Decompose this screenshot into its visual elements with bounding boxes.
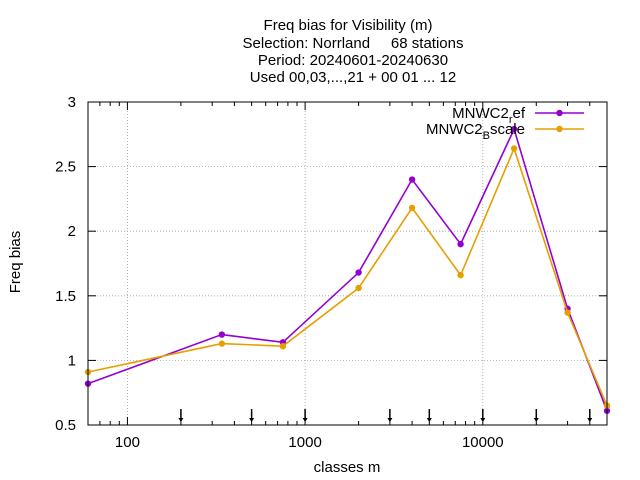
legend-label: MNWC2ref xyxy=(452,105,526,126)
series-point xyxy=(564,309,571,316)
class-marker-head xyxy=(178,418,184,422)
y-axis-label: Freq bias xyxy=(7,231,24,294)
series-point xyxy=(218,340,226,347)
x-axis-label: classes m xyxy=(314,459,381,476)
grid-lines xyxy=(88,102,607,425)
series-point xyxy=(218,331,226,338)
legend-label-main: MNWC2 xyxy=(426,121,483,138)
legend-label-subscript: B xyxy=(483,130,490,142)
class-marker-head xyxy=(249,418,255,422)
legend-marker xyxy=(556,109,563,117)
class-markers xyxy=(178,409,593,422)
y-tick-label: 3 xyxy=(68,94,76,111)
series-point xyxy=(355,284,362,292)
series-point xyxy=(408,204,416,212)
axis-ticks: 0.5 1 1.5 2 2.5 3 100 1000 10000 xyxy=(55,94,607,451)
x-tick-label: 10000 xyxy=(462,434,504,451)
legend-label-subscript: r xyxy=(509,114,513,126)
chart-title-line-2: Selection: Norrland 68 stations xyxy=(243,35,464,52)
class-marker-head xyxy=(426,418,432,422)
series-layer xyxy=(84,125,611,414)
series-point xyxy=(510,125,518,133)
legend-marker xyxy=(556,125,563,133)
x-tick-label: 1000 xyxy=(288,434,321,451)
legend-label: MNWC2Bscale xyxy=(426,121,525,142)
series-point xyxy=(355,269,362,276)
series-point xyxy=(457,271,464,279)
y-tick-label: 2.5 xyxy=(55,159,76,176)
y-tick-label: 2 xyxy=(68,223,76,240)
class-marker-head xyxy=(387,418,393,422)
chart-title-line-1: Freq bias for Visibility (m) xyxy=(264,17,433,34)
series-point xyxy=(457,240,464,248)
y-tick-label: 1 xyxy=(68,352,76,369)
series-point xyxy=(408,176,416,183)
series-line xyxy=(87,126,608,412)
legend-label-main: MNWC2 xyxy=(452,105,509,122)
series-point xyxy=(510,145,518,152)
y-tick-label: 1.5 xyxy=(55,288,76,305)
chart-title-line-4: Used 00,03,...,21 + 00 01 ... 12 xyxy=(250,69,456,86)
series-point xyxy=(279,342,287,350)
plot-frame xyxy=(87,101,608,426)
class-marker-head xyxy=(533,418,539,422)
class-marker-head xyxy=(587,418,593,422)
legend-label-tail: scale xyxy=(490,121,525,138)
x-tick-label: 100 xyxy=(115,434,140,451)
chart-title-line-3: Period: 20240601-20240630 xyxy=(258,52,448,69)
series-line xyxy=(87,146,608,406)
legend-label-tail: ef xyxy=(512,105,525,122)
y-tick-label: 0.5 xyxy=(55,417,76,434)
